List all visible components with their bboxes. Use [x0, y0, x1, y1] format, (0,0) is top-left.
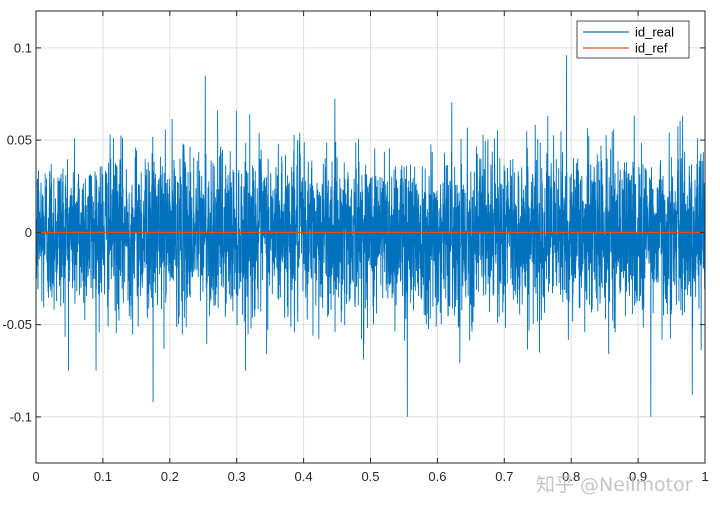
x-tick-label: 0.8: [562, 469, 580, 484]
x-tick-label: 0.2: [161, 469, 179, 484]
x-tick-label: 1: [701, 469, 708, 484]
x-tick-label: 0.3: [228, 469, 246, 484]
x-tick-label: 0.1: [94, 469, 112, 484]
x-tick-label: 0.7: [495, 469, 513, 484]
line-id-real: [35, 55, 706, 417]
legend-box: [576, 20, 690, 59]
x-tick-label: 0.9: [629, 469, 647, 484]
series-id-real: [35, 55, 706, 417]
legend-label-id-ref: id_ref: [635, 41, 668, 56]
y-tick-label: 0.1: [14, 40, 32, 55]
legend-label-id-real: id_real: [635, 25, 674, 40]
y-tick-label: 0.05: [7, 133, 32, 148]
x-tick-label: 0.4: [295, 469, 313, 484]
y-tick-label: -0.1: [10, 409, 32, 424]
x-tick-label: 0.5: [361, 469, 379, 484]
y-axis: -0.1 -0.05 0 0.05 0.1: [2, 40, 705, 424]
y-tick-label: 0: [25, 225, 32, 240]
y-tick-label: -0.05: [2, 317, 32, 332]
legend: id_real id_ref: [576, 20, 690, 59]
x-tick-label: 0: [32, 469, 39, 484]
x-tick-label: 0.6: [428, 469, 446, 484]
x-axis: 0 0.1 0.2 0.3 0.4 0.5 0.6 0.7 0.8 0.9 1: [32, 11, 709, 484]
watermark: 知乎 @Neilmotor: [536, 474, 693, 496]
